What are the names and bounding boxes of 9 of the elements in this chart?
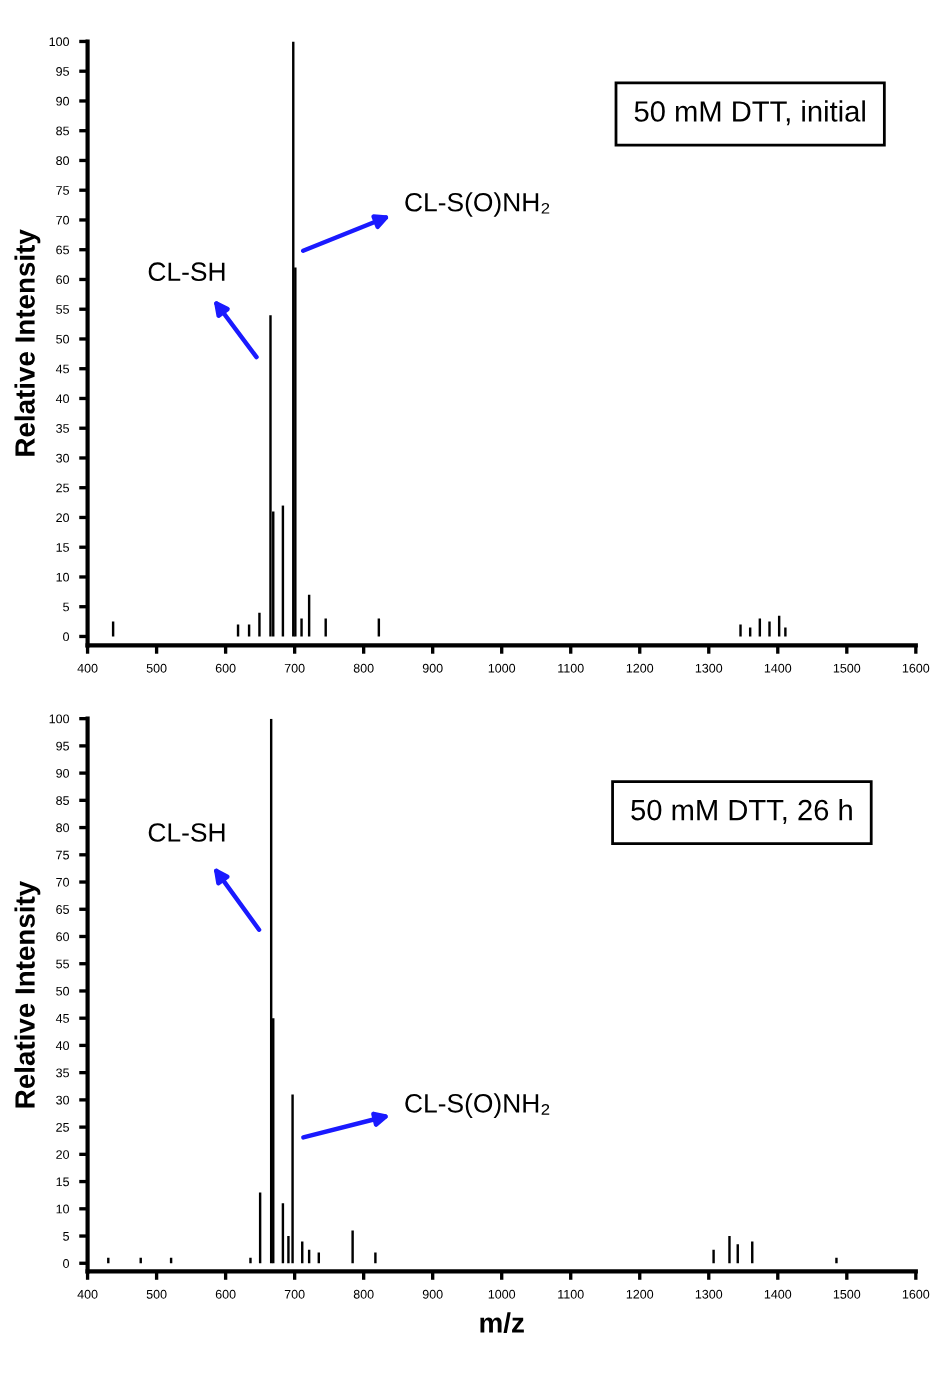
y-axis-title: Relative Intensity xyxy=(14,229,41,456)
annotation: CL-SH xyxy=(148,262,225,282)
annotation: CL-SH xyxy=(148,823,225,842)
text: 50 mM DTT, 26 h xyxy=(631,799,852,824)
x-axis-title: m/z xyxy=(480,1312,524,1333)
annotation: CL-S(O)NH₂ xyxy=(405,1093,550,1118)
y-axis-title: Relative Intensity xyxy=(14,880,41,1108)
annotation: CL-S(O)NH₂ xyxy=(405,192,550,217)
text: 50 mM DTT, initial xyxy=(634,100,865,126)
